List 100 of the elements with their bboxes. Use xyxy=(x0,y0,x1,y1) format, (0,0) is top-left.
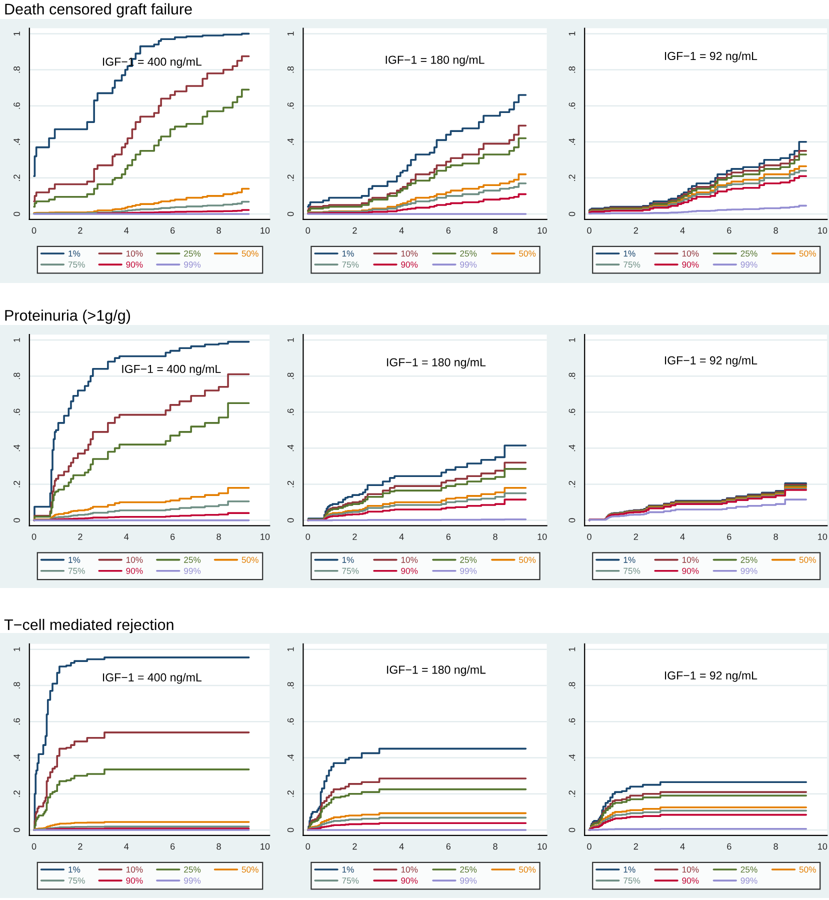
legend-label: 25% xyxy=(460,866,477,873)
x-tick-label: 6 xyxy=(727,534,732,540)
legend-label: 50% xyxy=(519,556,536,563)
y-tick-label: .4 xyxy=(14,754,20,761)
chart-title: T−cell mediated rejection xyxy=(4,618,174,634)
legend-label: 10% xyxy=(126,866,143,873)
x-tick-label: 8 xyxy=(774,534,778,540)
legend-label: 25% xyxy=(740,866,758,873)
annotation: IGF−1 = 180 ng/mL xyxy=(387,665,486,676)
y-tick-label: .8 xyxy=(287,372,294,380)
legend-label: 10% xyxy=(682,866,699,873)
y-tick-label: .6 xyxy=(287,408,294,416)
legend-label: 10% xyxy=(401,556,418,563)
y-tick-label: .6 xyxy=(568,718,576,725)
y-tick-label: 0 xyxy=(568,828,576,832)
text: 1% xyxy=(342,866,354,873)
legend-label: 90% xyxy=(401,568,418,574)
y-tick-label: .8 xyxy=(568,66,576,73)
y-tick-label: .2 xyxy=(287,174,294,181)
y-tick-label: .2 xyxy=(287,790,294,797)
legend-label: 90% xyxy=(401,878,418,884)
annotation: IGF−1 = 92 ng/mL xyxy=(664,52,758,62)
x-tick-label: 4 xyxy=(124,227,129,234)
x-tick-label: 6 xyxy=(446,534,451,540)
x-tick-label: 4 xyxy=(399,534,404,540)
y-tick-label: 0 xyxy=(14,828,20,832)
legend-label: 75% xyxy=(624,878,640,884)
y-tick-label: .8 xyxy=(14,66,20,73)
legend-label: 1% xyxy=(68,250,80,257)
x-tick-label: 8 xyxy=(216,534,221,540)
legend-label: 90% xyxy=(126,262,143,268)
x-tick-label: 2 xyxy=(634,843,638,850)
x-tick-label: 10 xyxy=(260,227,270,234)
annotation: IGF−1 = 400 ng/mL xyxy=(102,672,202,684)
x-tick-label: 10 xyxy=(538,534,547,540)
annotation: IGF−1 = 180 ng/mL xyxy=(387,358,486,369)
text: 1% xyxy=(624,556,636,563)
legend-label: 50% xyxy=(799,866,816,873)
y-tick-label: .2 xyxy=(287,480,294,488)
legend-label: 99% xyxy=(184,262,201,268)
y-tick-label: .4 xyxy=(14,138,20,145)
legend-label: 75% xyxy=(68,262,85,268)
y-tick-label: .8 xyxy=(568,372,576,380)
x-tick-label: 2 xyxy=(352,227,357,234)
y-tick-label: 0 xyxy=(568,212,576,216)
legend-label: 1% xyxy=(68,556,80,563)
annotation: IGF−1 = 92 ng/mL xyxy=(664,356,758,367)
x-tick-label: 2 xyxy=(352,534,357,540)
x-tick-label: 8 xyxy=(493,534,498,540)
x-tick-label: 8 xyxy=(216,227,221,234)
y-tick-label: 1 xyxy=(568,32,576,36)
x-tick-label: 6 xyxy=(170,534,175,540)
x-tick-label: 4 xyxy=(124,534,129,540)
legend-label: 99% xyxy=(184,568,201,574)
legend-label: 10% xyxy=(682,250,699,257)
legend-label: 99% xyxy=(740,262,758,268)
x-tick-label: 0 xyxy=(587,534,592,540)
legend-label: 75% xyxy=(68,568,85,574)
legend-label: 50% xyxy=(519,866,536,873)
y-tick-label: 1 xyxy=(287,32,294,36)
legend-label: 25% xyxy=(460,556,477,563)
y-tick-label: .6 xyxy=(287,102,294,109)
text: 1% xyxy=(624,866,636,873)
legend-label: 10% xyxy=(401,866,418,873)
legend-label: 75% xyxy=(624,262,640,268)
y-tick-label: .4 xyxy=(287,444,294,452)
y-tick-label: .6 xyxy=(14,408,20,416)
x-tick-label: 8 xyxy=(493,227,498,234)
x-tick-label: 0 xyxy=(32,534,36,540)
legend-label: 25% xyxy=(740,250,758,257)
legend-label: 1% xyxy=(68,866,80,873)
x-tick-label: 6 xyxy=(727,227,732,234)
x-tick-label: 4 xyxy=(399,843,404,850)
x-tick-label: 0 xyxy=(306,843,310,850)
legend-label: 10% xyxy=(126,556,143,563)
y-tick-label: .6 xyxy=(568,102,576,109)
legend-label: 90% xyxy=(682,568,699,574)
annotation: IGF−1 = 180 ng/mL xyxy=(386,55,484,66)
x-tick-label: 2 xyxy=(634,227,638,234)
x-tick-label: 6 xyxy=(446,227,451,234)
y-tick-label: 1 xyxy=(287,647,294,652)
y-tick-label: 1 xyxy=(568,647,576,652)
y-tick-label: 1 xyxy=(14,647,20,652)
x-tick-label: 10 xyxy=(818,227,828,234)
y-tick-label: 0 xyxy=(287,518,294,522)
x-tick-label: 2 xyxy=(352,843,357,850)
legend-label: 10% xyxy=(682,556,699,563)
legend-label: 25% xyxy=(184,250,201,257)
annotation: IGF−1 = 400 ng/mL xyxy=(122,364,221,376)
y-tick-label: .6 xyxy=(287,718,294,725)
legend-label: 75% xyxy=(342,568,359,574)
x-tick-label: 2 xyxy=(78,534,82,540)
x-tick-label: 0 xyxy=(32,227,36,234)
x-tick-label: 2 xyxy=(634,534,638,540)
y-tick-label: .4 xyxy=(14,444,20,452)
y-tick-label: .8 xyxy=(287,682,294,688)
x-tick-label: 0 xyxy=(306,227,310,234)
text: 1% xyxy=(342,556,354,563)
x-tick-label: 10 xyxy=(538,227,547,234)
y-tick-label: 1 xyxy=(14,338,20,342)
